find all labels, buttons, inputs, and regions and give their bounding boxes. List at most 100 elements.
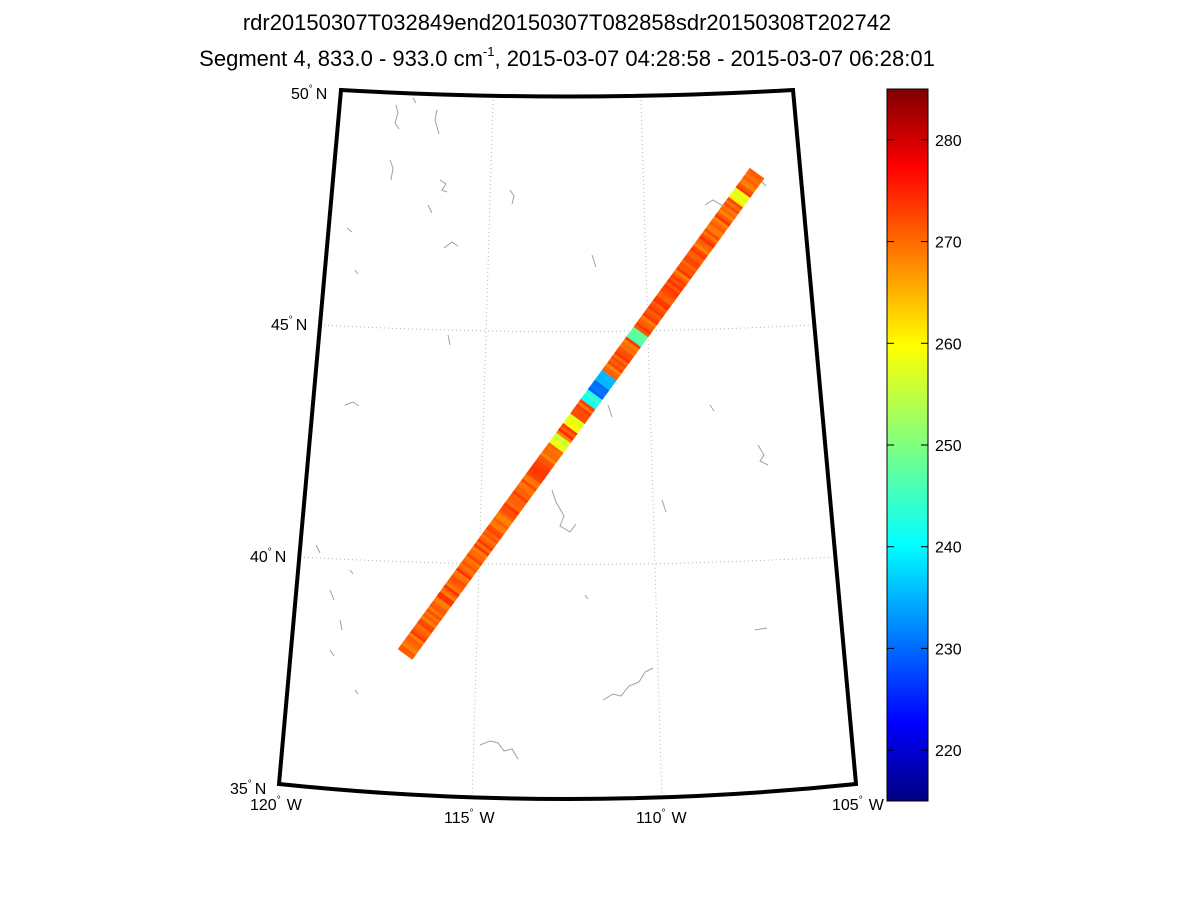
swath-segment	[571, 408, 589, 422]
swath-segment	[429, 603, 446, 617]
swath-segment	[434, 596, 452, 610]
colorbar-tick-label: 270	[935, 235, 962, 252]
lat-label-45: 45° N	[271, 315, 307, 334]
swath-segment	[695, 240, 712, 254]
swath-segment	[718, 208, 735, 222]
swath-segment	[614, 350, 631, 364]
swath-segment	[406, 634, 423, 648]
lon-label-110: 110° W	[636, 808, 688, 827]
swath-segment	[665, 280, 682, 295]
swath-segment	[652, 297, 670, 311]
swath-segment	[619, 343, 636, 357]
swath-segment	[566, 415, 584, 429]
colorbar-tick-label: 230	[935, 641, 962, 658]
swath-segment	[531, 463, 548, 477]
swath-segment	[499, 507, 517, 521]
lon-label-115: 115° W	[444, 808, 496, 827]
swath-segment	[645, 307, 663, 321]
swath-segment	[492, 516, 510, 530]
swath-segment	[520, 478, 538, 492]
swath-segment	[399, 644, 416, 658]
swath-segment	[696, 237, 714, 251]
swath-segment	[732, 189, 749, 203]
swath-segment	[591, 381, 608, 396]
swath-segment	[552, 434, 569, 449]
swath-segment	[608, 357, 626, 372]
lon-label-120: 120° W	[250, 795, 303, 814]
swath-segment	[513, 487, 531, 501]
swath-segment	[594, 377, 612, 391]
swath-segment	[651, 300, 668, 314]
swath-segment	[654, 295, 672, 309]
swath-segment	[487, 523, 504, 538]
colorbar-ticks: 220 230 240 250 260 270 280	[887, 133, 962, 760]
swath-segment	[624, 336, 642, 350]
swath-segment	[630, 329, 647, 343]
swath-segment	[476, 538, 494, 552]
swath-segment	[448, 576, 466, 590]
swath-segment	[746, 170, 763, 184]
subtitle-superscript: -1	[482, 44, 495, 59]
swath-segment	[668, 276, 686, 290]
swath-segment	[716, 211, 733, 225]
swath-segment	[526, 470, 543, 485]
swath-segment	[730, 191, 747, 206]
swath-segment	[411, 627, 429, 641]
swath-segment	[705, 225, 723, 239]
swath-segment	[710, 218, 728, 232]
swath-segment	[473, 543, 490, 557]
swath-segment	[649, 302, 666, 316]
swath-segment	[612, 353, 629, 367]
swath-segment	[593, 379, 610, 393]
swath-segment	[410, 629, 427, 643]
swath-segment	[628, 331, 645, 345]
swath-segment	[418, 617, 436, 631]
swath-segment	[413, 624, 430, 639]
lat-label-35: 35° N	[230, 779, 266, 798]
swath-segment	[420, 615, 437, 629]
swath-segment	[661, 285, 679, 299]
swath-segment	[427, 605, 445, 619]
swath-segment	[471, 545, 489, 559]
swath-segment	[503, 502, 520, 516]
swath-segment	[480, 533, 497, 547]
swath-segment	[672, 271, 689, 285]
swath-segment	[468, 550, 485, 564]
swath-segment	[659, 288, 677, 302]
swath-segment	[538, 454, 555, 468]
swath-segment	[436, 593, 453, 607]
swath-segment	[586, 389, 603, 403]
swath-segment	[547, 442, 564, 456]
swath-segment	[575, 403, 592, 417]
swath-segment	[617, 345, 635, 360]
lat-label-50: 50° N	[291, 84, 327, 103]
swath-segment	[638, 317, 656, 331]
swath-segment	[725, 199, 742, 213]
swath-segment	[700, 232, 717, 246]
swath-segment	[689, 247, 707, 261]
swath-segment	[485, 526, 503, 540]
swath-segment	[587, 386, 605, 400]
parallel-40	[299, 556, 833, 565]
swath-segment	[397, 646, 415, 660]
subtitle-suffix: , 2015-03-07 04:28:58 - 2015-03-07 06:28…	[494, 46, 935, 71]
swath-segment	[703, 227, 721, 242]
swath-segment	[615, 348, 633, 362]
swath-segment	[438, 591, 455, 605]
swath-segment	[723, 201, 740, 215]
colorbar-tick-label: 220	[935, 743, 962, 760]
swath-segment	[469, 547, 487, 562]
swath-segment	[543, 446, 561, 461]
swath-segment	[709, 220, 726, 234]
swath-segment	[422, 612, 439, 627]
swath-segment	[570, 410, 587, 424]
swath-segment	[443, 584, 460, 598]
swath-segment	[522, 475, 540, 489]
parallel-45	[319, 324, 811, 332]
swath-segment	[691, 244, 709, 258]
swath-segment	[462, 557, 480, 571]
swath-segment	[693, 242, 710, 256]
swath-segment	[535, 458, 552, 473]
swath-segment	[408, 632, 425, 646]
